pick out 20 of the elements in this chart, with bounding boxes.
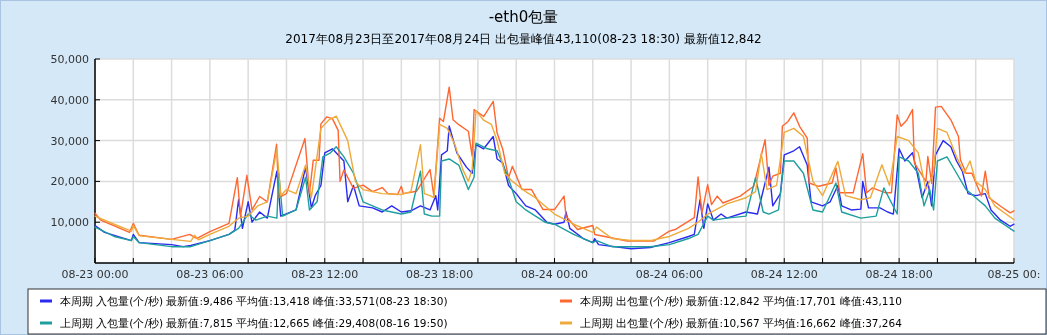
y-tick-label: 50,000 — [50, 53, 89, 66]
x-tick-label: 08-23 00:00 — [61, 268, 129, 281]
x-tick-label: 08-24 12:00 — [750, 268, 818, 281]
y-tick-label: 10,000 — [50, 216, 89, 230]
x-tick-label: 08-23 12:00 — [291, 268, 359, 281]
x-tick-label: 08-23 18:00 — [406, 268, 474, 281]
x-tick-label: 08-25 00: — [987, 268, 1041, 281]
legend-label: 本周期 出包量(个/秒) 最新值:12,842 平均值:17,701 峰值:43,110 — [580, 295, 902, 307]
x-tick-label: 08-24 00:00 — [520, 268, 589, 281]
y-tick-label: 40,000 — [50, 93, 89, 107]
chart-title: -eth0包量 — [488, 8, 559, 26]
legend-label: 上周期 出包量(个/秒) 最新值:10,567 平均值:16,662 峰值:37,264 — [580, 317, 903, 329]
y-tick-label: 30,000 — [50, 134, 89, 148]
legend-label: 本周期 入包量(个/秒) 最新值:9,486 平均值:13,418 峰值:33,571(08-23 18:30) — [60, 295, 448, 307]
x-tick-label: 08-23 06:00 — [176, 268, 244, 281]
y-tick-label: 20,000 — [50, 175, 89, 189]
x-tick-label: 08-24 18:00 — [865, 268, 933, 281]
x-tick-label: 08-24 06:00 — [635, 268, 703, 281]
legend-label: 上周期 入包量(个/秒) 最新值:7,815 平均值:12,665 峰值:29,408(08-16 19:50) — [60, 317, 448, 329]
chart-subtitle: 2017年08月23日至2017年08月24日 出包量峰值43,110(08-23 18:30) 最新值12,842 — [285, 32, 762, 46]
